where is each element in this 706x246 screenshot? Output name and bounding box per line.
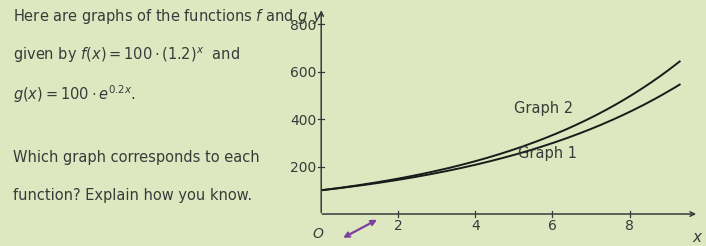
- Text: Graph 2: Graph 2: [514, 101, 573, 116]
- Text: x: x: [693, 230, 702, 245]
- Text: Which graph corresponds to each: Which graph corresponds to each: [13, 150, 260, 165]
- Text: y: y: [313, 9, 322, 24]
- Text: Here are graphs of the functions $f$ and $g$: Here are graphs of the functions $f$ and…: [13, 7, 309, 26]
- Text: given by $f(x) = 100 \cdot (1.2)^x$  and: given by $f(x) = 100 \cdot (1.2)^x$ and: [13, 46, 240, 65]
- Text: O: O: [313, 227, 323, 241]
- Text: $g(x) = 100 \cdot e^{0.2x}$.: $g(x) = 100 \cdot e^{0.2x}$.: [13, 84, 136, 105]
- Text: function? Explain how you know.: function? Explain how you know.: [13, 188, 252, 203]
- Text: Graph 1: Graph 1: [517, 146, 577, 161]
